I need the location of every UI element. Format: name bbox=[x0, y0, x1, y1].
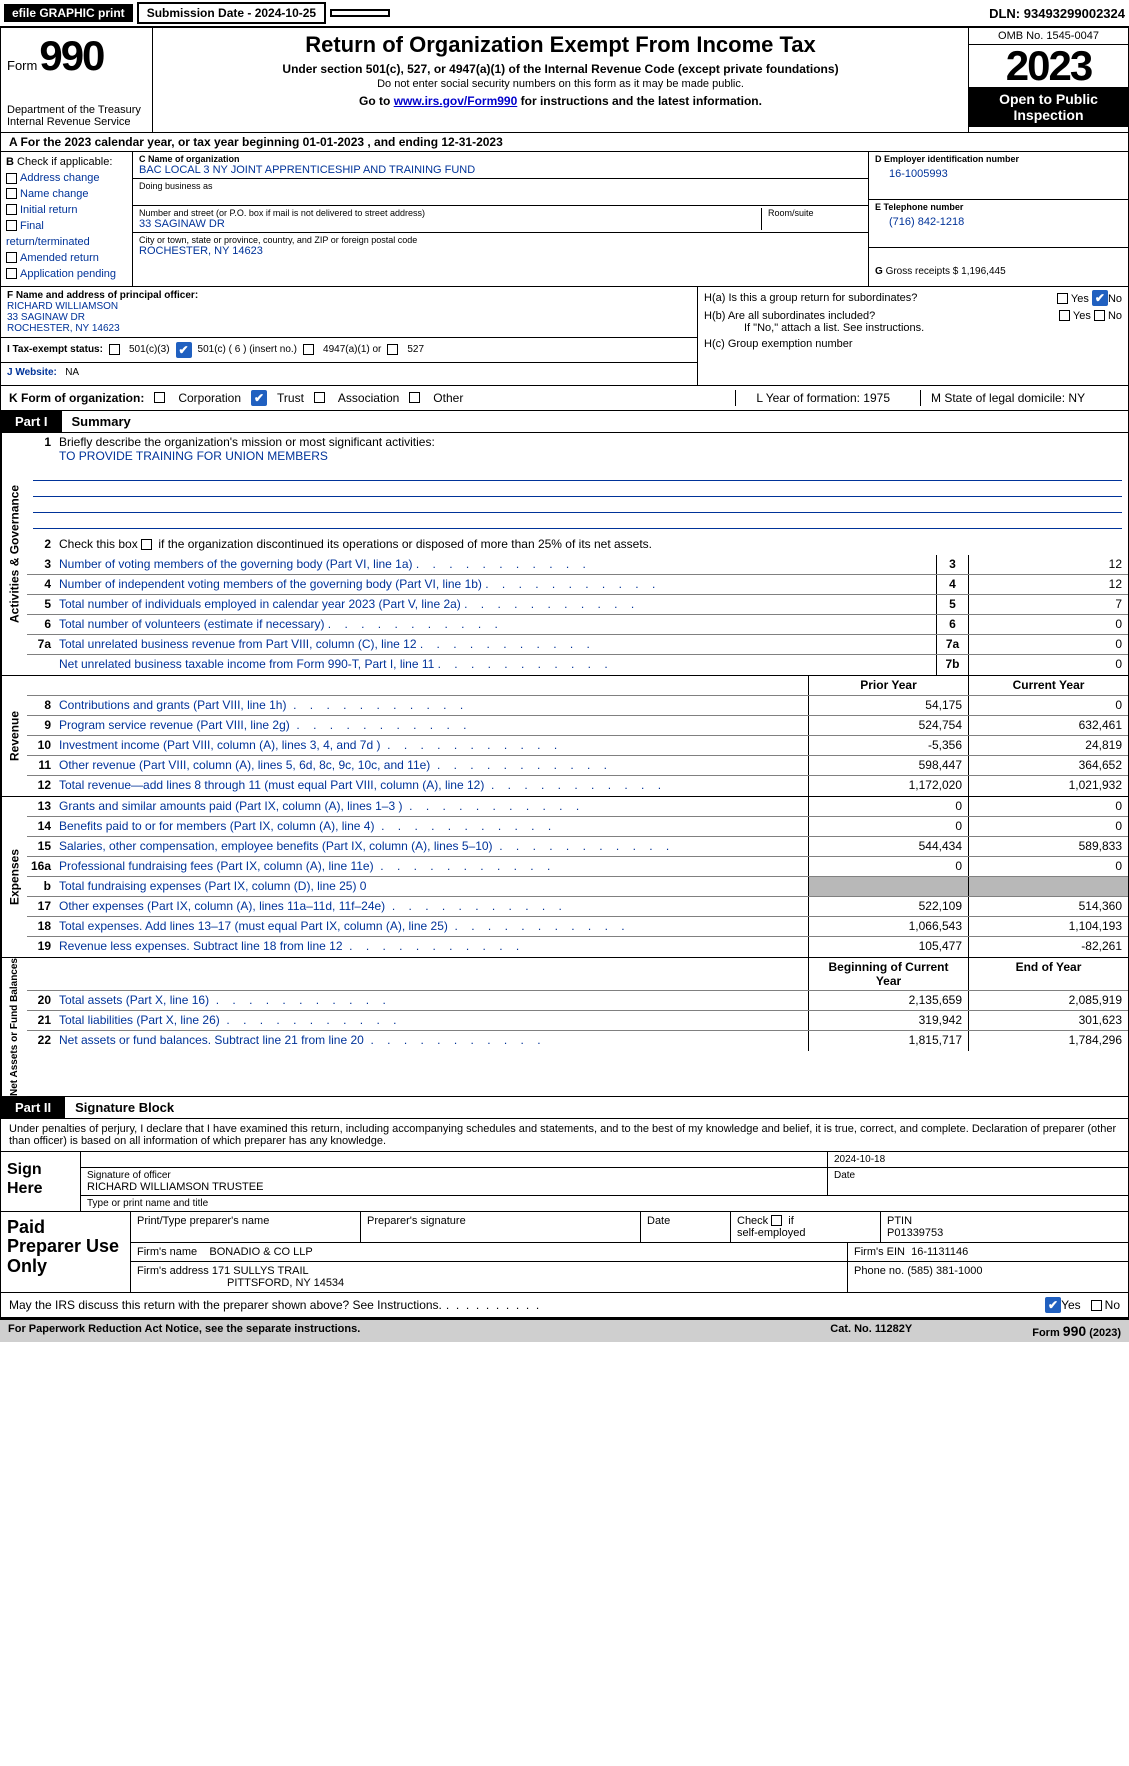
table-row: 11 Other revenue (Part VIII, column (A),… bbox=[27, 756, 1128, 776]
website-value: NA bbox=[65, 367, 79, 378]
row-j-label: J Website: bbox=[7, 367, 57, 378]
top-bar: efile GRAPHIC print Submission Date - 20… bbox=[0, 0, 1129, 28]
checkbox-hb-no[interactable] bbox=[1094, 310, 1105, 321]
tax-year: 2023 bbox=[969, 45, 1128, 87]
table-row: 20 Total assets (Part X, line 16) 2,135,… bbox=[27, 991, 1128, 1011]
table-row: 17 Other expenses (Part IX, column (A), … bbox=[27, 897, 1128, 917]
table-row: 4 Number of independent voting members o… bbox=[27, 575, 1128, 595]
form-number: 990 bbox=[39, 32, 103, 80]
discuss-row: May the IRS discuss this return with the… bbox=[0, 1293, 1129, 1318]
table-row: 19 Revenue less expenses. Subtract line … bbox=[27, 937, 1128, 957]
perjury-declaration: Under penalties of perjury, I declare th… bbox=[0, 1119, 1129, 1152]
table-row: 10 Investment income (Part VIII, column … bbox=[27, 736, 1128, 756]
year-formation: L Year of formation: 1975 bbox=[735, 390, 910, 406]
summary-revenue: Revenue Prior Year Current Year 8 Contri… bbox=[0, 676, 1129, 797]
checkbox-assoc[interactable] bbox=[314, 392, 325, 403]
row-a-tax-year: A For the 2023 calendar year, or tax yea… bbox=[0, 133, 1129, 152]
table-row: 8 Contributions and grants (Part VIII, l… bbox=[27, 696, 1128, 716]
submission-date-button[interactable]: Submission Date - 2024-10-25 bbox=[137, 2, 326, 24]
vlabel-revenue: Revenue bbox=[1, 676, 27, 796]
summary-expenses: Expenses 13 Grants and similar amounts p… bbox=[0, 797, 1129, 958]
checkbox-other[interactable] bbox=[409, 392, 420, 403]
row-i-label: I Tax-exempt status: bbox=[7, 344, 103, 355]
table-row: 6 Total number of volunteers (estimate i… bbox=[27, 615, 1128, 635]
part2-header: Part II Signature Block bbox=[0, 1097, 1129, 1119]
checkbox-amended[interactable] bbox=[6, 252, 17, 263]
checkbox-app-pending[interactable] bbox=[6, 268, 17, 279]
vlabel-expenses: Expenses bbox=[1, 797, 27, 957]
city-cell: City or town, state or province, country… bbox=[133, 233, 868, 259]
table-row: b Total fundraising expenses (Part IX, c… bbox=[27, 877, 1128, 897]
telephone-cell: E Telephone number (716) 842-1218 bbox=[869, 200, 1128, 248]
table-row: 15 Salaries, other compensation, employe… bbox=[27, 837, 1128, 857]
col-b-checkboxes: B Check if applicable: Address change Na… bbox=[1, 152, 133, 286]
table-row: Net unrelated business taxable income fr… bbox=[27, 655, 1128, 675]
checkbox-527[interactable] bbox=[387, 344, 398, 355]
table-row: 16a Professional fundraising fees (Part … bbox=[27, 857, 1128, 877]
table-row: 14 Benefits paid to or for members (Part… bbox=[27, 817, 1128, 837]
checkbox-name-change[interactable] bbox=[6, 188, 17, 199]
checkbox-address-change[interactable] bbox=[6, 173, 17, 184]
checkbox-final-return[interactable] bbox=[6, 220, 17, 231]
checkbox-hb-yes[interactable] bbox=[1059, 310, 1070, 321]
officer-h-row: F Name and address of principal officer:… bbox=[0, 287, 1129, 386]
dln: DLN: 93493299002324 bbox=[989, 6, 1125, 21]
dba-cell: Doing business as bbox=[133, 179, 868, 206]
table-row: 22 Net assets or fund balances. Subtract… bbox=[27, 1031, 1128, 1051]
org-name-cell: C Name of organization BAC LOCAL 3 NY JO… bbox=[133, 152, 868, 179]
state-domicile: M State of legal domicile: NY bbox=[920, 390, 1120, 406]
efile-print-button[interactable]: efile GRAPHIC print bbox=[4, 4, 133, 22]
subtitle-3: Go to www.irs.gov/Form990 for instructio… bbox=[161, 94, 960, 108]
table-row: 3 Number of voting members of the govern… bbox=[27, 555, 1128, 575]
form-title: Return of Organization Exempt From Incom… bbox=[161, 32, 960, 58]
address-cell: Number and street (or P.O. box if mail i… bbox=[133, 206, 868, 233]
blank-button[interactable] bbox=[330, 9, 390, 17]
checkbox-ha-no-checked[interactable]: ✔ bbox=[1092, 290, 1108, 306]
part1-header: Part I Summary bbox=[0, 411, 1129, 433]
checkbox-corp[interactable] bbox=[154, 392, 165, 403]
table-row: 7a Total unrelated business revenue from… bbox=[27, 635, 1128, 655]
hb-note: If "No," attach a list. See instructions… bbox=[704, 322, 1122, 334]
table-row: 18 Total expenses. Add lines 13–17 (must… bbox=[27, 917, 1128, 937]
table-row: 12 Total revenue—add lines 8 through 11 … bbox=[27, 776, 1128, 796]
section-bcd: B Check if applicable: Address change Na… bbox=[0, 152, 1129, 287]
paid-preparer-block: Paid Preparer Use Only Print/Type prepar… bbox=[0, 1212, 1129, 1293]
checkbox-discontinued[interactable] bbox=[141, 539, 152, 550]
summary-governance: Activities & Governance 1 Briefly descri… bbox=[0, 433, 1129, 676]
checkbox-discuss-yes-checked[interactable]: ✔ bbox=[1045, 1297, 1061, 1313]
vlabel-governance: Activities & Governance bbox=[1, 433, 27, 675]
open-to-public: Open to Public Inspection bbox=[969, 87, 1128, 127]
checkbox-trust-checked[interactable]: ✔ bbox=[251, 390, 267, 406]
summary-netassets: Net Assets or Fund Balances Beginning of… bbox=[0, 958, 1129, 1097]
subtitle-1: Under section 501(c), 527, or 4947(a)(1)… bbox=[161, 62, 960, 76]
checkbox-4947[interactable] bbox=[303, 344, 314, 355]
checkbox-initial-return[interactable] bbox=[6, 204, 17, 215]
form-word: Form bbox=[7, 58, 37, 73]
checkbox-ha-yes[interactable] bbox=[1057, 293, 1068, 304]
table-row: 5 Total number of individuals employed i… bbox=[27, 595, 1128, 615]
row-k: K Form of organization: Corporation ✔Tru… bbox=[0, 386, 1129, 411]
checkbox-discuss-no[interactable] bbox=[1091, 1300, 1102, 1311]
hb-label: H(b) Are all subordinates included? bbox=[704, 310, 875, 322]
vlabel-netassets: Net Assets or Fund Balances bbox=[1, 958, 27, 1096]
gross-receipts-cell: G Gross receipts $ 1,196,445 bbox=[869, 248, 1128, 279]
checkbox-self-employed[interactable] bbox=[771, 1215, 782, 1226]
checkbox-501c3[interactable] bbox=[109, 344, 120, 355]
ein-cell: D Employer identification number 16-1005… bbox=[869, 152, 1128, 200]
table-row: 13 Grants and similar amounts paid (Part… bbox=[27, 797, 1128, 817]
sign-here-block: Sign Here 2024-10-18 Signature of office… bbox=[0, 1152, 1129, 1212]
irs-link[interactable]: www.irs.gov/Form990 bbox=[394, 94, 518, 108]
form-header: Form 990 Department of the Treasury Inte… bbox=[0, 28, 1129, 133]
checkbox-501c-checked[interactable]: ✔ bbox=[176, 342, 192, 358]
table-row: 21 Total liabilities (Part X, line 26) 3… bbox=[27, 1011, 1128, 1031]
footer-bar: For Paperwork Reduction Act Notice, see … bbox=[0, 1318, 1129, 1342]
subtitle-2: Do not enter social security numbers on … bbox=[161, 78, 960, 90]
hc-label: H(c) Group exemption number bbox=[704, 338, 1122, 350]
table-row: 9 Program service revenue (Part VIII, li… bbox=[27, 716, 1128, 736]
dept-treasury: Department of the Treasury Internal Reve… bbox=[7, 104, 146, 128]
ha-label: H(a) Is this a group return for subordin… bbox=[704, 292, 917, 304]
officer-label: F Name and address of principal officer: bbox=[7, 290, 691, 301]
